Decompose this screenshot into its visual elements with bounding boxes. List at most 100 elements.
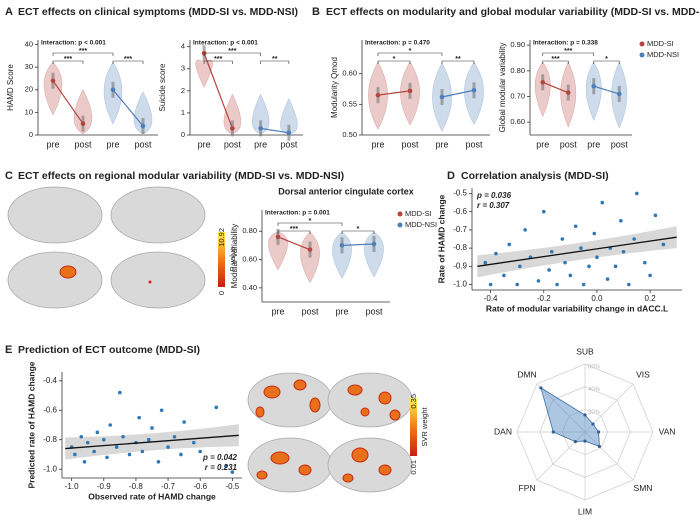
point bbox=[523, 228, 527, 232]
axis-label: LIM bbox=[578, 506, 592, 516]
point bbox=[555, 282, 559, 287]
legend-label: MDD-NSI bbox=[405, 220, 437, 229]
mean-point bbox=[540, 80, 546, 85]
significance-bracket bbox=[277, 230, 311, 234]
colorbar-title: F value bbox=[228, 247, 237, 272]
section-title: Prediction of ECT outcome (MDD-SI) bbox=[18, 344, 200, 356]
mean-point bbox=[258, 126, 263, 131]
point bbox=[541, 209, 546, 214]
x-tick-label: post bbox=[465, 139, 483, 149]
legend-label: MDD-NSI bbox=[647, 50, 679, 59]
y-tick-label: -0.9 bbox=[453, 261, 467, 270]
point bbox=[635, 191, 639, 196]
colorbar-label: 0.35 bbox=[409, 394, 418, 409]
y-axis-label: HAMD Score bbox=[6, 64, 15, 111]
violin bbox=[133, 91, 153, 135]
y-tick-label: 0.55 bbox=[342, 99, 357, 108]
significance-label: * bbox=[393, 56, 396, 63]
significance-bracket bbox=[377, 60, 411, 64]
point bbox=[579, 246, 583, 250]
axis-label: SMN bbox=[634, 483, 653, 493]
x-tick-label: -0.4 bbox=[484, 294, 498, 303]
legend-label: MDD-SI bbox=[647, 39, 674, 48]
x-tick-label: -0.8 bbox=[129, 482, 143, 491]
point bbox=[182, 420, 186, 424]
colorbar-label: 0 bbox=[217, 291, 226, 295]
section-label: C bbox=[5, 170, 13, 182]
y-tick-label: 2 bbox=[181, 86, 185, 95]
mean-line bbox=[260, 127, 289, 134]
point bbox=[191, 440, 196, 445]
fit-line bbox=[65, 434, 239, 450]
point bbox=[146, 437, 151, 442]
y-tick-label: 30 bbox=[25, 62, 33, 71]
y-tick-label: 0.70 bbox=[510, 91, 525, 100]
x-tick-label: -0.7 bbox=[161, 482, 175, 491]
radar-point bbox=[573, 440, 577, 444]
section-title: Correlation analysis (MDD-SI) bbox=[461, 170, 609, 182]
point bbox=[661, 242, 666, 247]
mean-point bbox=[407, 88, 413, 94]
mean-point bbox=[616, 91, 622, 97]
y-tick-label: 20 bbox=[25, 85, 33, 94]
axis-label: DAN bbox=[494, 426, 512, 436]
y-tick-label: -1.0 bbox=[453, 280, 467, 289]
mean-line bbox=[52, 80, 84, 125]
mean-point bbox=[375, 92, 381, 98]
significance-bracket bbox=[112, 60, 144, 64]
significance-label: *** bbox=[564, 48, 572, 55]
y-tick-label: -0.7 bbox=[453, 225, 467, 234]
section-title: ECT effects on regional modular variabil… bbox=[18, 170, 344, 182]
point bbox=[560, 237, 565, 241]
x-tick-label: pre bbox=[271, 306, 284, 316]
x-tick-label: -0.9 bbox=[97, 482, 111, 491]
y-tick-label: 0.60 bbox=[242, 255, 257, 264]
point bbox=[82, 460, 87, 464]
significance-bracket bbox=[52, 60, 84, 64]
y-axis-label: Suicide score bbox=[158, 63, 167, 112]
point bbox=[92, 449, 96, 454]
significance-label: * bbox=[357, 226, 360, 233]
x-tick-label: pre bbox=[371, 139, 384, 149]
ring-label: 20% bbox=[588, 410, 601, 416]
fit-line bbox=[477, 236, 677, 267]
x-tick-label: pre bbox=[335, 306, 348, 316]
x-tick-label: -0.5 bbox=[225, 482, 239, 491]
annotation: Interaction: p < 0.001 bbox=[41, 40, 106, 47]
y-tick-label: -0.8 bbox=[43, 435, 57, 444]
x-tick-label: -0.6 bbox=[193, 482, 207, 491]
significance-label: *** bbox=[79, 48, 87, 55]
x-tick-label: post bbox=[280, 139, 298, 149]
legend-marker bbox=[639, 41, 645, 47]
significance-label: *** bbox=[124, 56, 132, 63]
point bbox=[518, 264, 522, 269]
annotation: Interaction: p = 0.001 bbox=[265, 210, 330, 217]
point bbox=[502, 273, 506, 278]
point bbox=[595, 255, 599, 260]
legend-marker bbox=[397, 222, 403, 228]
y-tick-label: 0.80 bbox=[242, 226, 257, 235]
point bbox=[621, 249, 626, 254]
point bbox=[73, 452, 77, 457]
ring-label: 40% bbox=[588, 387, 601, 393]
colorbar-title: SVR weight bbox=[420, 406, 429, 446]
x-tick-label: pre bbox=[198, 139, 211, 149]
mean-point bbox=[275, 234, 281, 240]
point bbox=[140, 449, 145, 454]
y-axis-label: Modularity Qmod bbox=[330, 57, 339, 118]
mean-line bbox=[341, 243, 375, 246]
point bbox=[600, 200, 605, 205]
axis-label: VAN bbox=[659, 426, 676, 436]
y-axis-label: Predicted rate of HAMD change bbox=[26, 361, 36, 488]
y-tick-label: 0 bbox=[29, 130, 33, 139]
section-title: ECT effects on modularity and global mod… bbox=[326, 6, 700, 18]
x-tick-label: post bbox=[301, 306, 319, 316]
mean-point bbox=[286, 130, 292, 136]
point bbox=[85, 440, 90, 445]
point bbox=[587, 264, 591, 269]
significance-label: ** bbox=[455, 56, 461, 63]
x-tick-label: post bbox=[134, 139, 152, 149]
point bbox=[137, 415, 141, 420]
point bbox=[592, 231, 597, 236]
legend-marker bbox=[639, 52, 645, 58]
